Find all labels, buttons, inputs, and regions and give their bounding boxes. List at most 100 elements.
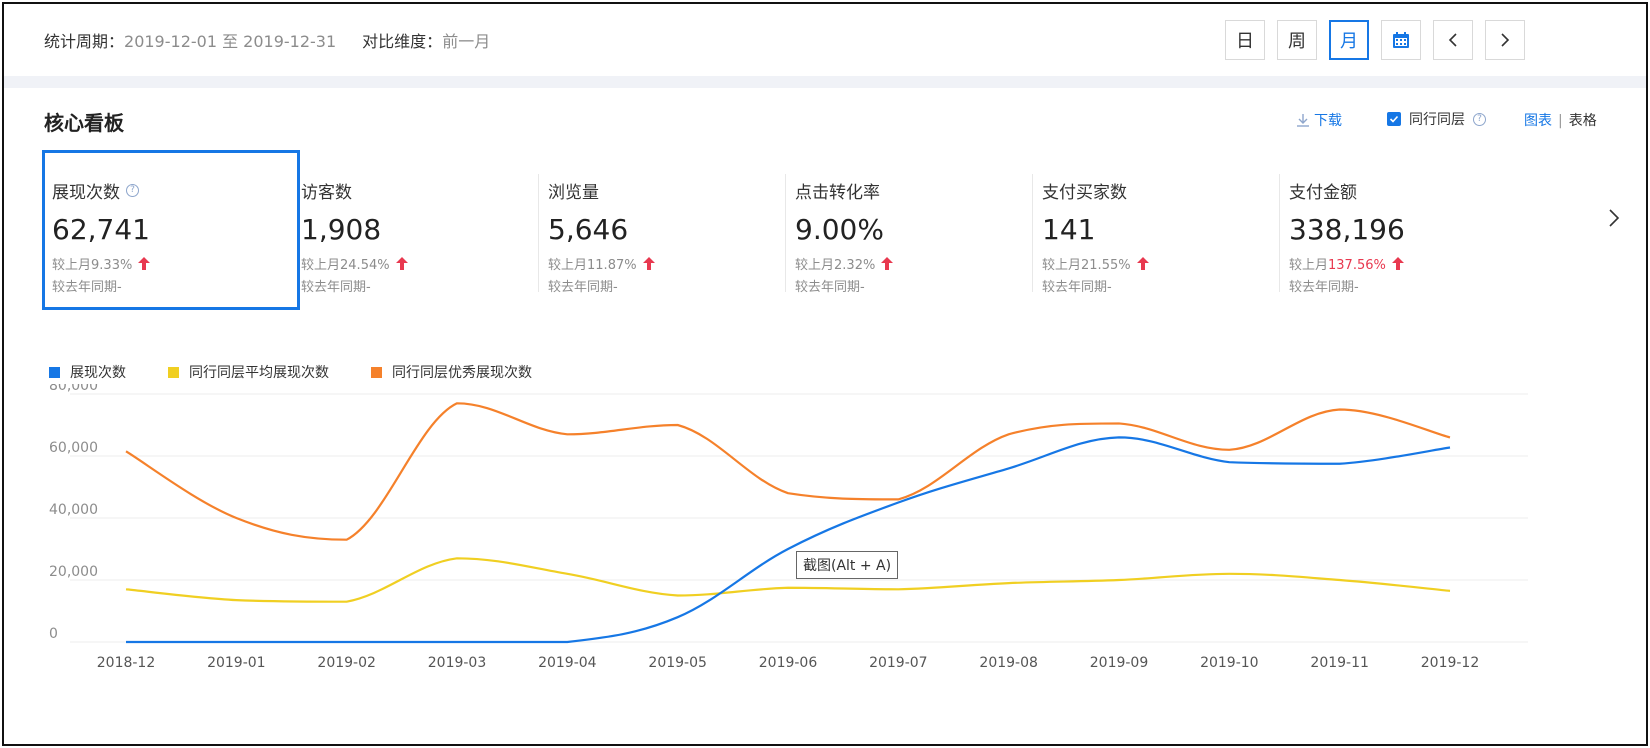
section-divider (4, 76, 1646, 88)
kpi-value: 338,196 (1289, 213, 1405, 246)
legend-swatch (49, 366, 60, 378)
kpi-mom-label: 较上月 (301, 258, 341, 273)
kpi-value: 1,908 (301, 213, 382, 246)
legend-label: 展现次数 (70, 365, 126, 381)
legend-label: 同行同层平均展现次数 (189, 365, 329, 381)
kpi-value: 141 (1042, 213, 1096, 246)
x-tick-label: 2019-05 (648, 655, 707, 671)
arrow-up-icon (1136, 257, 1149, 270)
compare-label: 对比维度： (362, 32, 443, 51)
legend-swatch (168, 366, 179, 378)
screenshot-tooltip: 截图(Alt + A) (796, 551, 899, 579)
y-tick-label: 20,000 (49, 564, 98, 580)
month-button[interactable]: 月 (1329, 20, 1369, 60)
week-button[interactable]: 周 (1277, 20, 1317, 60)
x-tick-label: 2019-12 (1421, 655, 1480, 671)
kpi-card-impressions[interactable]: 展现次数? 62,741 较上月9.33% 较去年同期- (42, 150, 300, 310)
help-icon[interactable]: ? (1473, 112, 1486, 126)
kpi-card-click-conversion[interactable]: 点击转化率 9.00% 较上月2.32% 较去年同期- (785, 150, 1043, 310)
kpi-name: 展现次数 (52, 183, 120, 203)
x-tick-label: 2018-12 (97, 655, 156, 671)
legend-label: 同行同层优秀展现次数 (392, 365, 532, 381)
legend-item-peer-average[interactable]: 同行同层平均展现次数 (168, 362, 329, 382)
x-tick-label: 2019-04 (538, 655, 597, 671)
y-tick-label: 40,000 (49, 502, 98, 518)
kpi-divider (785, 174, 786, 292)
kpi-card-paying-buyers[interactable]: 支付买家数 141 较上月21.55% 较去年同期- (1032, 150, 1290, 310)
kpi-mom-label: 较上月 (548, 258, 588, 273)
series-line-2[interactable] (125, 402, 1451, 541)
arrow-up-icon (395, 257, 408, 270)
kpi-mom-value: 21.55% (1081, 258, 1131, 273)
kpi-row: 展现次数? 62,741 较上月9.33% 较去年同期- 访客数 1,908 较… (42, 150, 1594, 320)
y-tick-label: 0 (49, 626, 58, 642)
x-tick-label: 2019-02 (317, 655, 376, 671)
kpi-mom-label: 较上月 (795, 258, 835, 273)
kpi-mom-value: 2.32% (834, 258, 876, 273)
check-icon (1389, 115, 1399, 123)
kpi-name: 访客数 (301, 183, 352, 203)
legend-item-peer-excellent[interactable]: 同行同层优秀展现次数 (371, 362, 532, 382)
kpi-value: 9.00% (795, 213, 884, 246)
peer-checkbox[interactable] (1387, 112, 1401, 126)
kpi-value: 62,741 (52, 213, 150, 246)
kpi-card-pageviews[interactable]: 浏览量 5,646 较上月11.87% 较去年同期- (538, 150, 796, 310)
x-tick-label: 2019-07 (869, 655, 928, 671)
day-button[interactable]: 日 (1225, 20, 1265, 60)
next-period-button[interactable] (1485, 20, 1525, 60)
chevron-left-icon (1448, 33, 1457, 47)
x-tick-label: 2019-10 (1200, 655, 1259, 671)
kpi-yoy: 较去年同期- (301, 280, 371, 295)
kpi-card-visitors[interactable]: 访客数 1,908 较上月24.54% 较去年同期- (291, 150, 549, 310)
x-tick-label: 2019-11 (1310, 655, 1369, 671)
kpi-yoy: 较去年同期- (1289, 280, 1359, 295)
download-button[interactable]: 下载 (1296, 110, 1342, 130)
arrow-up-icon (881, 257, 894, 270)
peer-label: 同行同层 (1409, 112, 1465, 128)
chevron-right-icon (1501, 33, 1510, 47)
kpi-mom-value: 9.33% (91, 258, 133, 273)
view-chart-link[interactable]: 图表 (1524, 113, 1552, 129)
view-toggle: 图表 | 表格 (1524, 110, 1597, 130)
kpi-mom-label: 较上月 (1289, 258, 1329, 273)
y-tick-label: 60,000 (49, 440, 98, 456)
arrow-up-icon (642, 257, 655, 270)
kpi-yoy: 较去年同期- (1042, 280, 1112, 295)
view-table-link[interactable]: 表格 (1568, 113, 1597, 129)
filter-bar: 统计周期：2019-12-01 至 2019-12-31 对比维度：前一月 日 周… (4, 4, 1646, 76)
series-line-1[interactable] (125, 557, 1451, 603)
calendar-icon (1393, 32, 1409, 48)
kpi-mom-label: 较上月 (1042, 258, 1082, 273)
board-title: 核心看板 (44, 111, 124, 135)
peer-toggle[interactable]: 同行同层 ? (1387, 109, 1486, 129)
kpi-name: 支付金额 (1289, 183, 1357, 203)
legend-item-impressions[interactable]: 展现次数 (49, 362, 126, 382)
prev-period-button[interactable] (1433, 20, 1473, 60)
download-icon (1297, 114, 1309, 127)
x-tick-label: 2019-09 (1090, 655, 1149, 671)
kpi-mom-label: 较上月 (52, 258, 92, 273)
calendar-button[interactable] (1381, 20, 1421, 60)
period-info: 统计周期：2019-12-01 至 2019-12-31 对比维度：前一月 (44, 28, 490, 52)
legend-swatch (371, 366, 382, 378)
kpi-mom-value: 24.54% (340, 258, 390, 273)
help-icon[interactable]: ? (126, 184, 139, 197)
kpi-yoy: 较去年同期- (795, 280, 865, 295)
kpi-name: 支付买家数 (1042, 183, 1127, 203)
next-kpi-button[interactable] (1607, 208, 1621, 232)
kpi-card-payment-amount[interactable]: 支付金额 338,196 较上月137.56% 较去年同期- (1279, 150, 1537, 310)
download-label: 下载 (1314, 113, 1342, 129)
chart-legend: 展现次数 同行同层平均展现次数 同行同层优秀展现次数 (49, 362, 532, 382)
kpi-yoy: 较去年同期- (548, 280, 618, 295)
chevron-right-icon (1609, 209, 1620, 227)
kpi-name: 浏览量 (548, 183, 599, 203)
kpi-divider (1279, 174, 1280, 292)
series-line-0[interactable] (125, 436, 1451, 644)
period-value: 2019-12-01 至 2019-12-31 (124, 32, 337, 51)
kpi-value: 5,646 (548, 213, 629, 246)
kpi-mom-value: 11.87% (587, 258, 637, 273)
period-label: 统计周期： (44, 32, 125, 51)
x-tick-label: 2019-01 (207, 655, 266, 671)
arrow-up-icon (1391, 257, 1404, 270)
